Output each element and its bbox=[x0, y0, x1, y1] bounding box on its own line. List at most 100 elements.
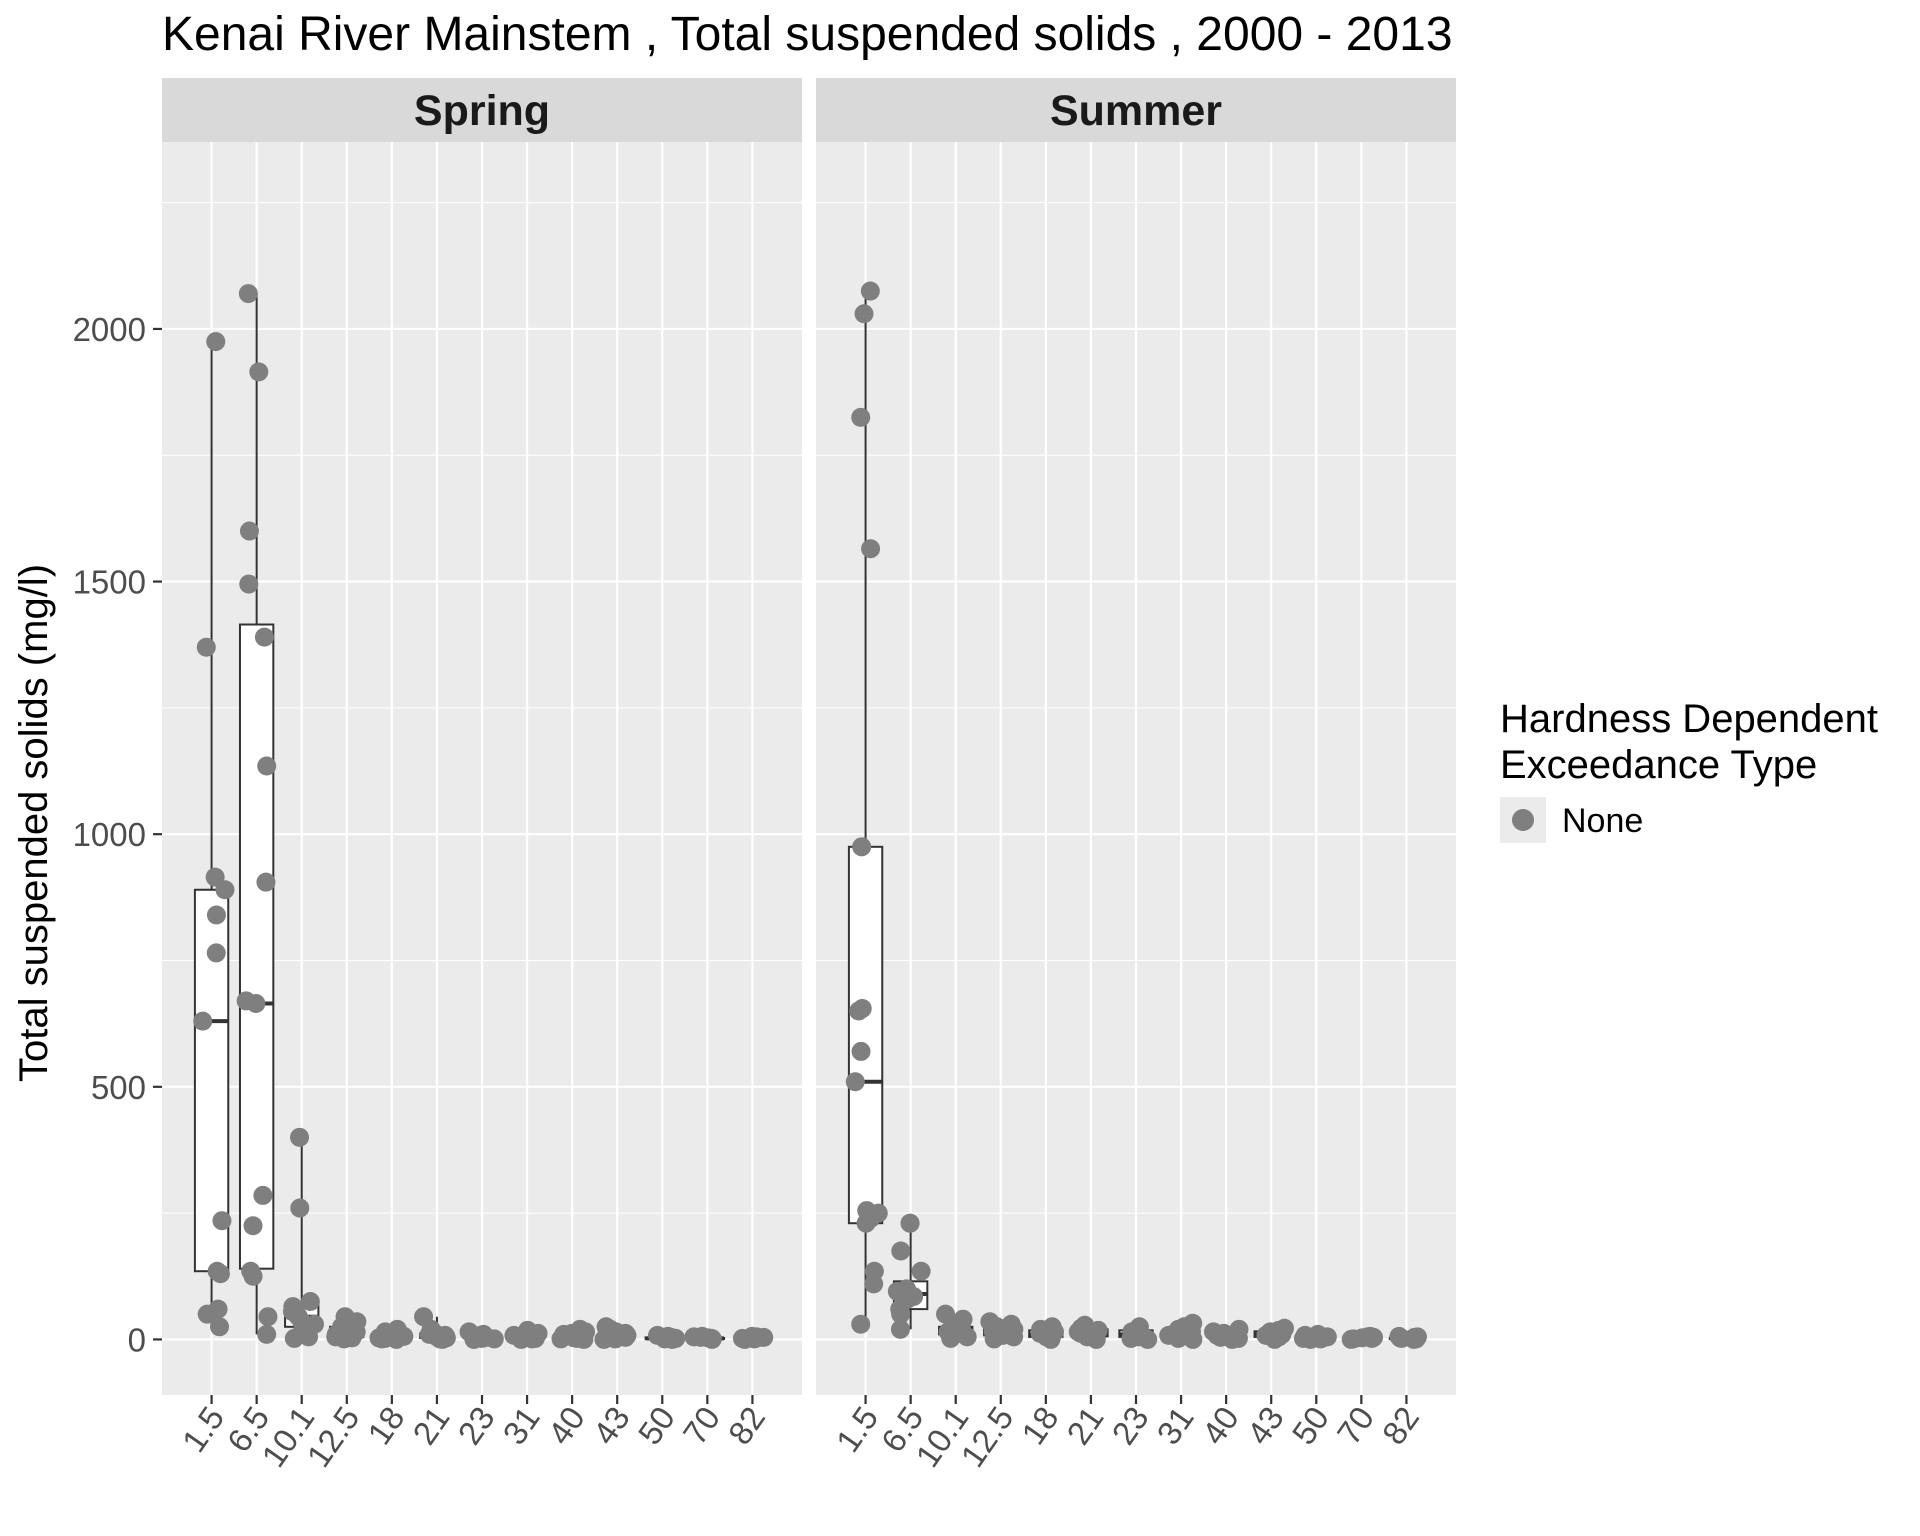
chart-title: Kenai River Mainstem , Total suspended s… bbox=[162, 8, 1453, 61]
data-point bbox=[861, 539, 881, 559]
x-tick-label: 1.5 bbox=[175, 1400, 232, 1459]
data-point bbox=[464, 1329, 484, 1349]
box-iqr bbox=[238, 623, 275, 1270]
box-iqr bbox=[847, 845, 884, 1225]
x-tick-label: 82 bbox=[1375, 1400, 1426, 1451]
data-point bbox=[372, 1329, 392, 1349]
data-point bbox=[197, 1304, 217, 1324]
data-point bbox=[851, 1314, 871, 1334]
data-point bbox=[254, 627, 274, 647]
data-point bbox=[253, 1185, 273, 1205]
data-point bbox=[210, 1317, 230, 1337]
data-point bbox=[249, 362, 269, 382]
data-point bbox=[1041, 1329, 1061, 1349]
data-point bbox=[1362, 1328, 1382, 1348]
data-point bbox=[851, 407, 871, 427]
data-point bbox=[1121, 1328, 1141, 1348]
data-point bbox=[702, 1329, 722, 1349]
data-point bbox=[1341, 1329, 1361, 1349]
data-point bbox=[1183, 1329, 1203, 1349]
legend-title: Exceedance Type bbox=[1500, 743, 1817, 787]
data-point bbox=[957, 1327, 977, 1347]
y-tick-label: 1000 bbox=[73, 816, 146, 853]
data-point bbox=[574, 1329, 594, 1349]
data-point bbox=[299, 1327, 319, 1347]
data-point bbox=[206, 905, 226, 925]
box-1.5 bbox=[847, 291, 884, 1325]
y-axis-title: Total suspended solids (mg/l) bbox=[12, 564, 56, 1082]
data-point bbox=[594, 1329, 614, 1349]
x-tick-label: 1.5 bbox=[829, 1400, 886, 1459]
x-tick-label: 18 bbox=[360, 1400, 411, 1451]
data-point bbox=[239, 521, 259, 541]
data-point bbox=[300, 1292, 320, 1312]
y-tick-label: 2000 bbox=[73, 311, 146, 348]
data-point bbox=[856, 1213, 876, 1233]
data-point bbox=[941, 1328, 961, 1348]
data-point bbox=[256, 872, 276, 892]
data-point bbox=[290, 1198, 310, 1218]
data-point bbox=[851, 1041, 871, 1061]
data-point bbox=[290, 1127, 310, 1147]
data-point bbox=[1404, 1329, 1424, 1349]
x-tick-label: 82 bbox=[721, 1400, 772, 1451]
x-tick-label: 21 bbox=[1059, 1400, 1110, 1451]
data-point bbox=[854, 304, 874, 324]
data-point bbox=[849, 1001, 869, 1021]
x-tick-label: 18 bbox=[1014, 1400, 1065, 1451]
data-point bbox=[239, 574, 259, 594]
facet-strip-label: Summer bbox=[1050, 87, 1222, 135]
x-tick-label: 50 bbox=[1285, 1400, 1336, 1451]
data-point bbox=[334, 1329, 354, 1349]
data-point bbox=[210, 1264, 230, 1284]
x-tick-label: 31 bbox=[1149, 1400, 1200, 1451]
data-point bbox=[890, 1319, 910, 1339]
data-point bbox=[891, 1304, 911, 1324]
data-point bbox=[258, 1307, 278, 1327]
data-point bbox=[257, 756, 277, 776]
data-point bbox=[662, 1329, 682, 1349]
data-point bbox=[257, 1324, 277, 1344]
data-point bbox=[246, 993, 266, 1013]
y-tick-label: 1500 bbox=[73, 564, 146, 601]
x-tick-label: 70 bbox=[676, 1400, 727, 1451]
facet-panels: Spring1.56.510.112.5182123314043507082Su… bbox=[162, 78, 1456, 1474]
data-point bbox=[386, 1329, 406, 1349]
data-point bbox=[432, 1329, 452, 1349]
data-point bbox=[860, 281, 880, 301]
y-axis: 0 500 1000 1500 2000 bbox=[73, 311, 162, 1358]
data-point bbox=[1222, 1329, 1242, 1349]
legend-label: None bbox=[1562, 802, 1643, 840]
x-tick-label: 43 bbox=[586, 1400, 637, 1451]
y-tick-label: 0 bbox=[128, 1321, 146, 1358]
x-tick-label: 12.5 bbox=[299, 1400, 366, 1474]
data-point bbox=[1004, 1327, 1024, 1347]
data-point bbox=[900, 1213, 920, 1233]
facet-strip-label: Spring bbox=[414, 87, 550, 135]
data-point bbox=[1086, 1329, 1106, 1349]
x-tick-label: 21 bbox=[405, 1400, 456, 1451]
x-tick-label: 50 bbox=[631, 1400, 682, 1451]
legend-title: Hardness Dependent bbox=[1500, 697, 1878, 741]
data-point bbox=[735, 1329, 755, 1349]
legend-key-point bbox=[1512, 809, 1534, 831]
data-point bbox=[238, 284, 258, 304]
x-tick-label: 31 bbox=[495, 1400, 546, 1451]
box-6.5 bbox=[238, 293, 275, 1335]
data-point bbox=[212, 1211, 232, 1231]
x-tick-label: 23 bbox=[450, 1400, 501, 1451]
data-point bbox=[936, 1304, 956, 1324]
data-point bbox=[984, 1329, 1004, 1349]
x-tick-label: 40 bbox=[1195, 1400, 1246, 1451]
data-point bbox=[891, 1241, 911, 1261]
data-point bbox=[243, 1266, 263, 1286]
data-point bbox=[511, 1329, 531, 1349]
x-tick-label: 12.5 bbox=[953, 1400, 1020, 1474]
data-point bbox=[206, 943, 226, 963]
data-point bbox=[1138, 1329, 1158, 1349]
x-tick-label: 40 bbox=[541, 1400, 592, 1451]
data-point bbox=[196, 637, 216, 657]
data-point bbox=[215, 880, 235, 900]
